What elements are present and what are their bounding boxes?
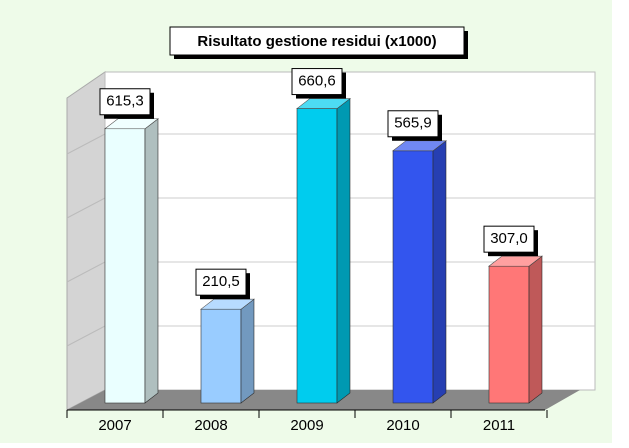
label-box bbox=[291, 68, 343, 96]
bar bbox=[392, 150, 434, 404]
bar-top bbox=[392, 140, 447, 152]
data-label: 210,5 bbox=[202, 273, 240, 290]
bar-side-shade bbox=[529, 256, 542, 403]
x-tick-label: 2009 bbox=[290, 417, 323, 434]
x-tick-label: 2010 bbox=[386, 417, 419, 434]
label-box bbox=[387, 110, 439, 138]
x-tick-label: 2011 bbox=[483, 417, 515, 434]
bar-top-shade bbox=[393, 140, 446, 151]
title-box bbox=[169, 26, 465, 56]
bar-top bbox=[488, 255, 543, 267]
label-box bbox=[99, 88, 151, 116]
bar bbox=[200, 308, 242, 404]
bar-side-shade bbox=[433, 140, 446, 404]
data-label: 660,6 bbox=[298, 73, 336, 90]
bar bbox=[488, 265, 530, 404]
bar-side-shade bbox=[145, 118, 158, 403]
wall-grid-line bbox=[66, 261, 106, 283]
wall-grid-line bbox=[66, 325, 106, 347]
data-label: 615,3 bbox=[106, 93, 144, 110]
wall-grid-line bbox=[66, 197, 106, 219]
bar-top-shade bbox=[105, 118, 158, 129]
x-tick-label: 2007 bbox=[98, 417, 131, 434]
wall-grid-line bbox=[66, 133, 106, 155]
left-wall bbox=[66, 71, 106, 411]
bar-top bbox=[200, 298, 255, 310]
label-box bbox=[483, 225, 535, 253]
bar bbox=[296, 108, 338, 404]
data-label: 565,9 bbox=[394, 115, 432, 132]
chart-title: Risultato gestione residui (x1000) bbox=[197, 33, 436, 50]
bar-top bbox=[104, 118, 159, 130]
bar-top-shade bbox=[297, 98, 350, 109]
bar bbox=[104, 128, 146, 404]
data-label: 307,0 bbox=[490, 230, 528, 247]
bar-top bbox=[296, 98, 351, 109]
x-tick-label: 2008 bbox=[194, 417, 227, 434]
label-box bbox=[195, 268, 247, 296]
bar-top-shade bbox=[489, 256, 542, 267]
bar-side-shade bbox=[241, 299, 254, 403]
bar-side-shade bbox=[337, 98, 350, 403]
bar-top-shade bbox=[201, 299, 254, 310]
